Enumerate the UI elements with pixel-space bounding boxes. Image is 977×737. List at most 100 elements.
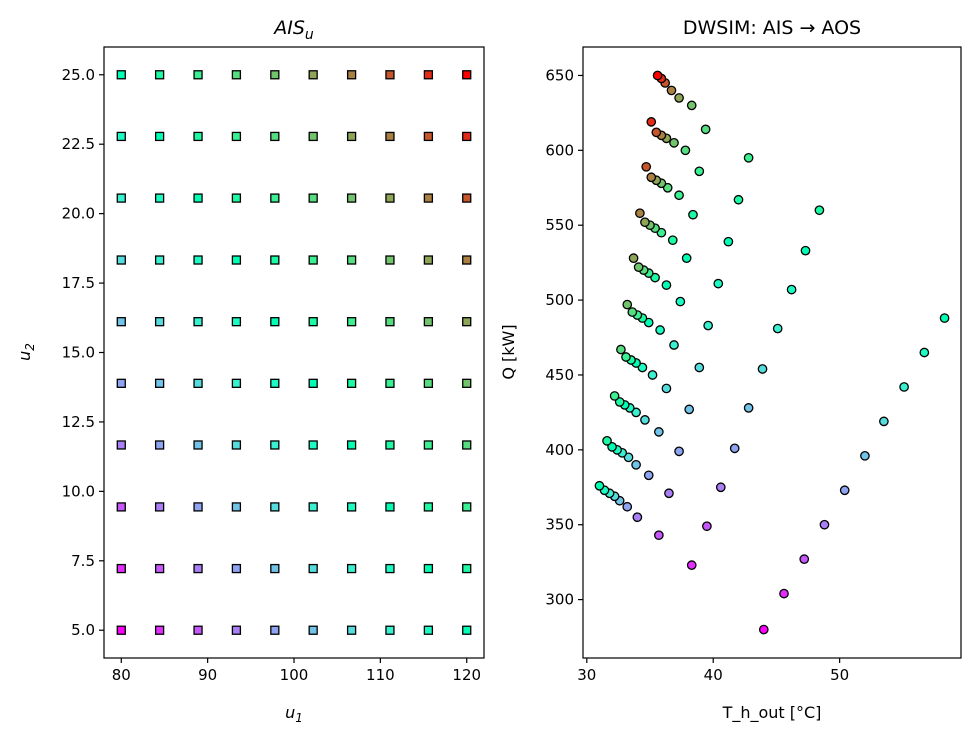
ais-point [193,193,203,203]
ais-y-tick-label: 10.0 [62,482,95,500]
ais-x-tick-label: 90 [198,666,217,684]
aos-point [674,190,684,201]
aos-point [757,364,768,374]
ais-point [423,378,434,388]
ais-y-tick-label: 20.0 [62,205,95,223]
aos-point [646,172,657,183]
ais-point [462,317,472,327]
aos-point [651,127,662,138]
ais-point [270,255,280,265]
ais-point [462,563,472,574]
aos-point [628,253,639,264]
ais-point [154,440,165,450]
ais-point [308,317,318,327]
aos-point [664,488,674,499]
ais-point [231,70,242,80]
aos-point [641,161,652,172]
ais-point [385,255,395,265]
aos-point [640,217,650,228]
ais-point [462,70,472,80]
aos-point [616,344,626,355]
aos-y-tick-label: 550 [545,216,574,234]
ais-point [116,193,126,203]
ais-point [308,440,318,450]
ais-point [462,502,472,512]
aos-point [879,416,889,427]
ais-point [154,502,165,512]
aos-point [631,407,641,418]
aos-panel: DWSIM: AIS → AOS 30 40 50 300 350 400 450 500 5… [499,17,962,723]
aos-point [661,280,672,290]
ais-title: AISu [272,17,314,43]
ais-point [346,70,357,80]
ais-point [423,563,434,574]
ais-point [385,70,395,80]
aos-point [800,245,811,256]
aos-point [627,307,638,317]
aos-point [684,404,695,415]
aos-point [643,317,654,328]
aos-y-tick-label: 450 [545,366,574,384]
aos-point [667,235,678,246]
ais-point [193,317,203,327]
ais-point [116,70,126,80]
aos-point [632,512,643,523]
ais-point [462,625,472,635]
aos-point [703,320,714,331]
aos-point [646,117,657,127]
ais-point [154,378,165,388]
ais-point [270,440,280,450]
ais-point [116,317,126,327]
ais-point [193,502,203,512]
aos-point [631,459,641,470]
aos-y-axis-label: Q [kW] [499,324,518,379]
ais-point [423,70,434,80]
aos-point [674,93,684,103]
aos-point [635,208,645,219]
aos-point [688,209,698,220]
ais-point [308,255,318,265]
aos-point [607,441,617,452]
aos-point [694,362,705,373]
ais-x-tick-label: 120 [452,666,481,684]
ais-point [346,255,357,265]
ais-point [116,440,126,450]
aos-point [669,137,679,148]
ais-point [231,255,242,265]
ais-point [270,625,280,635]
aos-point [614,397,625,407]
aos-point [622,501,633,512]
ais-point [462,193,472,203]
ais-y-tick-label: 15.0 [62,344,95,362]
ais-point [270,317,280,327]
aos-point [723,236,734,247]
aos-x-tick-label: 50 [830,666,849,684]
aos-x-tick-label: 30 [577,666,596,684]
aos-point [779,588,789,599]
aos-point [686,560,697,571]
aos-point [919,347,930,358]
ais-point [193,625,203,635]
aos-point [715,482,726,493]
ais-point [231,502,242,512]
ais-point [270,502,280,512]
aos-point [786,284,797,295]
ais-point [270,378,280,388]
ais-point [385,502,395,512]
ais-point [193,378,203,388]
ais-point [270,131,280,142]
aos-y-tick-label: 300 [545,591,574,609]
aos-x-ticks: 30 40 50 [577,658,849,684]
ais-point [116,255,126,265]
ais-point [423,131,434,142]
aos-point [686,100,697,111]
ais-point [346,563,357,574]
ais-point [462,378,472,388]
ais-point [346,131,357,142]
ais-point [385,193,395,203]
ais-x-ticks: 80 90 100 110 120 [112,658,481,684]
ais-point [231,131,242,142]
ais-point [231,317,242,327]
aos-y-tick-label: 350 [545,516,574,534]
ais-point [193,440,203,450]
